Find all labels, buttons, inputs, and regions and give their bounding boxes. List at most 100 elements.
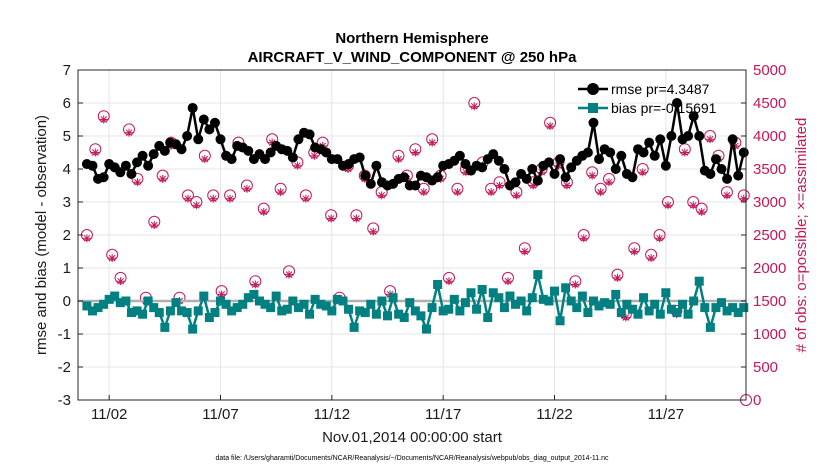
x-tick-label: 11/27 <box>648 406 684 423</box>
obs-assimilated-marker <box>327 214 336 223</box>
bias-point <box>544 296 554 306</box>
asterisk-stroke <box>117 277 124 285</box>
rmse-point <box>304 129 315 140</box>
bias-point <box>249 289 259 299</box>
y2-tick-label: 2000 <box>753 260 786 277</box>
chart-title: Northern Hemisphere <box>335 30 488 47</box>
rmse-point <box>733 170 744 181</box>
rmse-point <box>594 154 605 165</box>
asterisk-stroke <box>521 248 529 255</box>
bias-point <box>104 294 114 304</box>
bias-point <box>299 299 309 309</box>
bias-point <box>438 306 448 316</box>
rmse-point <box>176 144 187 155</box>
bias-point <box>639 293 649 303</box>
obs-assimilated-marker <box>706 135 715 144</box>
bias-point <box>416 311 426 321</box>
rmse-point <box>143 160 154 171</box>
asterisk-stroke <box>411 149 419 156</box>
rmse-point <box>610 164 621 174</box>
obs-assimilated-marker <box>697 207 706 216</box>
asterisk-stroke <box>150 221 158 229</box>
bias-point <box>243 293 253 303</box>
rmse-point <box>215 134 226 145</box>
bias-point <box>594 301 604 311</box>
bias-point <box>633 309 643 319</box>
bias-point <box>427 303 437 313</box>
bias-point <box>516 296 526 306</box>
obs-assimilated-marker <box>428 138 437 147</box>
asterisk-stroke <box>647 254 655 262</box>
rmse-point <box>193 134 204 145</box>
bias-point <box>588 296 598 306</box>
series-layer <box>81 98 749 334</box>
asterisk-stroke <box>201 155 209 163</box>
obs-assimilated-marker <box>680 148 689 157</box>
y2-axis-label: # of obs: o=possible; ×=assimilated <box>793 118 810 353</box>
rmse-point <box>204 124 215 135</box>
asterisk-stroke <box>369 228 377 236</box>
asterisk-stroke <box>723 192 731 199</box>
asterisk-stroke <box>698 208 706 216</box>
rmse-point <box>727 134 738 145</box>
asterisk-stroke <box>496 182 503 189</box>
bias-point <box>550 286 560 296</box>
bias-point <box>600 298 610 308</box>
rmse-point <box>454 150 465 161</box>
ticks: -3 -2 -1 0 1 2 3 4 5 6 7 0 500 1000 1500 2000 2500 3000 35… <box>58 62 787 423</box>
rmse-point <box>560 172 571 183</box>
rmse-point <box>655 134 666 145</box>
rmse-point <box>198 114 209 125</box>
bias-point <box>505 291 515 301</box>
y2-tick-label: 4000 <box>753 128 786 145</box>
obs-assimilated-marker <box>377 191 386 200</box>
bias-point <box>683 309 693 319</box>
bias-point <box>572 303 582 313</box>
obs-assimilated-marker <box>183 194 192 203</box>
asterisk-stroke <box>504 277 512 285</box>
asterisk-stroke <box>513 192 520 199</box>
bias-point <box>355 306 365 316</box>
rmse-point <box>159 145 170 156</box>
rmse-point <box>182 131 193 141</box>
bias-point <box>566 296 576 306</box>
bias-point <box>321 301 331 311</box>
rmse-point <box>265 147 276 158</box>
rmse-point <box>543 157 554 168</box>
y2-tick-label: 4500 <box>753 95 786 112</box>
obs-assimilated-marker <box>369 227 378 236</box>
rmse-point <box>332 154 343 165</box>
asterisk-stroke <box>251 281 259 288</box>
bias-point <box>293 303 303 313</box>
asterisk-stroke <box>428 139 436 146</box>
obs-assimilated-marker <box>301 194 310 203</box>
rmse-point <box>688 111 699 122</box>
bias-point <box>483 313 493 322</box>
bias-point <box>472 304 482 314</box>
rmse-point <box>209 117 220 128</box>
bias-point <box>177 306 187 316</box>
asterisk-stroke <box>218 291 226 298</box>
bias-point <box>132 306 142 316</box>
bias-point <box>538 294 548 304</box>
bias-point <box>99 299 109 309</box>
bias-point <box>511 299 521 309</box>
asterisk-stroke <box>277 188 284 196</box>
asterisk-stroke <box>395 155 402 163</box>
bias-point <box>388 293 398 303</box>
obs-assimilated-marker <box>82 234 91 243</box>
bias-point <box>327 306 337 316</box>
rmse-point <box>532 175 543 186</box>
rmse-point <box>616 150 627 161</box>
obs-assimilated-marker <box>487 188 496 197</box>
asterisk-stroke <box>689 201 697 209</box>
asterisk-stroke <box>353 215 360 222</box>
y-tick-label: -2 <box>58 359 71 376</box>
bias-point <box>488 288 498 298</box>
rmse-point <box>722 173 733 184</box>
x-tick-label: 11/17 <box>425 406 461 423</box>
obs-assimilated-marker <box>91 148 100 157</box>
asterisk-stroke <box>100 116 108 123</box>
rmse-point <box>666 131 677 141</box>
obs-assimilated-marker <box>605 178 614 187</box>
